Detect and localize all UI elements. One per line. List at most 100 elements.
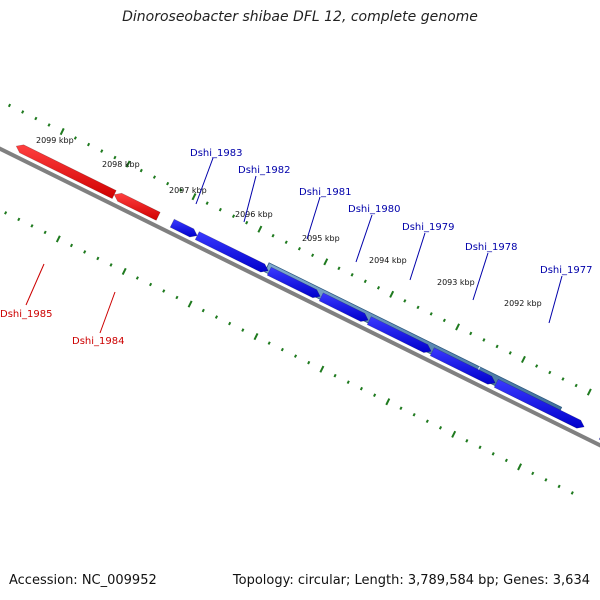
ruler-tick bbox=[135, 276, 139, 280]
ruler-tick bbox=[429, 312, 433, 316]
ruler-tick bbox=[205, 201, 209, 205]
ruler-tick bbox=[69, 243, 74, 248]
ruler-tick bbox=[47, 123, 51, 127]
ruler-tick bbox=[570, 491, 574, 495]
ruler-tick bbox=[271, 233, 275, 238]
gene-label: Dshi_1980 bbox=[348, 204, 400, 215]
ruler-label: 2098 kbp bbox=[102, 160, 140, 169]
ruler-label: 2099 kbp bbox=[36, 136, 74, 145]
ruler-tick bbox=[280, 347, 284, 352]
ruler-tick bbox=[574, 383, 578, 388]
forward-gene-arrow bbox=[493, 378, 585, 429]
forward-gene-arrow bbox=[318, 292, 369, 322]
ruler-tick bbox=[416, 305, 420, 310]
ruler-tick bbox=[346, 380, 350, 384]
ruler-tick bbox=[376, 286, 381, 290]
ruler-tick bbox=[557, 484, 561, 489]
ruler-tick bbox=[521, 355, 526, 364]
ruler-tick bbox=[412, 412, 416, 417]
ruler-tick bbox=[363, 279, 367, 284]
ruler-tick bbox=[389, 290, 395, 298]
reverse-gene-arrow bbox=[113, 192, 161, 221]
ruler-tick bbox=[257, 225, 263, 233]
ruler-tick bbox=[517, 463, 523, 471]
ruler-label: 2096 kbp bbox=[235, 210, 273, 219]
map-title: Dinoroseobacter shibae DFL 12, complete … bbox=[122, 9, 478, 25]
ruler-tick bbox=[333, 373, 337, 378]
ruler-tick bbox=[139, 168, 143, 173]
ruler-tick bbox=[152, 175, 157, 179]
ruler-tick bbox=[241, 328, 245, 332]
ruler-tick bbox=[297, 246, 301, 251]
ruler-tick bbox=[319, 365, 325, 373]
ruler-tick bbox=[83, 250, 87, 254]
ruler-tick bbox=[307, 360, 311, 365]
ruler-tick bbox=[30, 224, 34, 228]
ruler-tick bbox=[455, 323, 461, 331]
gene-leader-line bbox=[409, 232, 426, 281]
forward-gene-arrow bbox=[366, 316, 432, 353]
gene-label: Dshi_1977 bbox=[540, 265, 592, 276]
ruler-tick bbox=[495, 344, 499, 349]
ruler-tick bbox=[162, 289, 166, 293]
ruler-tick bbox=[531, 471, 535, 476]
ruler-tick bbox=[73, 136, 77, 140]
ruler-tick bbox=[218, 207, 222, 212]
ruler-tick bbox=[96, 256, 100, 261]
ruler-tick bbox=[113, 155, 117, 160]
forward-gene-arrow bbox=[169, 218, 198, 238]
ruler-tick bbox=[267, 341, 271, 345]
ruler-tick bbox=[284, 240, 288, 245]
gene-leader-line bbox=[472, 252, 489, 301]
ruler-tick bbox=[469, 331, 473, 336]
ruler-tick bbox=[425, 419, 429, 424]
ruler-tick bbox=[548, 370, 552, 375]
ruler-tick bbox=[191, 193, 197, 201]
ruler-tick bbox=[399, 406, 403, 411]
genome-backbone bbox=[0, 146, 600, 448]
ruler-tick bbox=[187, 300, 193, 308]
ruler-tick bbox=[214, 315, 219, 319]
ruler-tick bbox=[504, 458, 508, 463]
ruler-tick bbox=[253, 333, 259, 341]
ruler-label: 2095 kbp bbox=[302, 234, 340, 243]
ruler-tick bbox=[34, 116, 38, 121]
gene-leader-line bbox=[243, 175, 257, 223]
ruler-tick bbox=[482, 338, 486, 342]
gene-label: Dshi_1981 bbox=[299, 187, 351, 198]
gene-label: Dshi_1978 bbox=[465, 242, 517, 253]
ruler-tick bbox=[403, 299, 407, 303]
gene-label: Dshi_1985 bbox=[0, 309, 52, 320]
ruler-tick bbox=[491, 452, 495, 456]
gene-label: Dshi_1984 bbox=[72, 336, 124, 347]
ruler-label: 2092 kbp bbox=[504, 299, 542, 308]
ruler-label: 2097 kbp bbox=[169, 186, 207, 195]
ruler-tick bbox=[166, 181, 170, 186]
gene-leader-line bbox=[306, 196, 321, 240]
accession-text: Accession: NC_009952 bbox=[9, 573, 157, 588]
ruler-tick bbox=[121, 267, 127, 276]
reverse-gene-arrow bbox=[15, 144, 117, 200]
ruler-tick bbox=[55, 235, 61, 243]
gene-leader-line bbox=[355, 214, 373, 263]
gene-label: Dshi_1982 bbox=[238, 165, 290, 176]
ruler-tick bbox=[245, 220, 249, 225]
ruler-tick bbox=[179, 188, 183, 192]
ruler-tick bbox=[87, 142, 91, 147]
ruler-tick bbox=[4, 211, 8, 215]
ruler-tick bbox=[109, 263, 113, 267]
gene-leader-line bbox=[195, 157, 214, 205]
ruler-tick bbox=[125, 160, 131, 168]
forward-gene-arrow bbox=[194, 231, 269, 273]
ruler-tick bbox=[586, 388, 592, 396]
forward-gene-arrow bbox=[266, 266, 321, 299]
ruler-tick bbox=[544, 478, 548, 482]
ruler-tick bbox=[228, 321, 232, 326]
ruler-tick bbox=[149, 282, 153, 287]
ruler-tick bbox=[59, 127, 65, 136]
ruler-label: 2094 kbp bbox=[369, 256, 407, 265]
ruler-label: 2093 kbp bbox=[437, 278, 475, 287]
ruler-tick bbox=[337, 266, 341, 271]
genome-stats-text: Topology: circular; Length: 3,789,584 bp… bbox=[232, 573, 590, 588]
